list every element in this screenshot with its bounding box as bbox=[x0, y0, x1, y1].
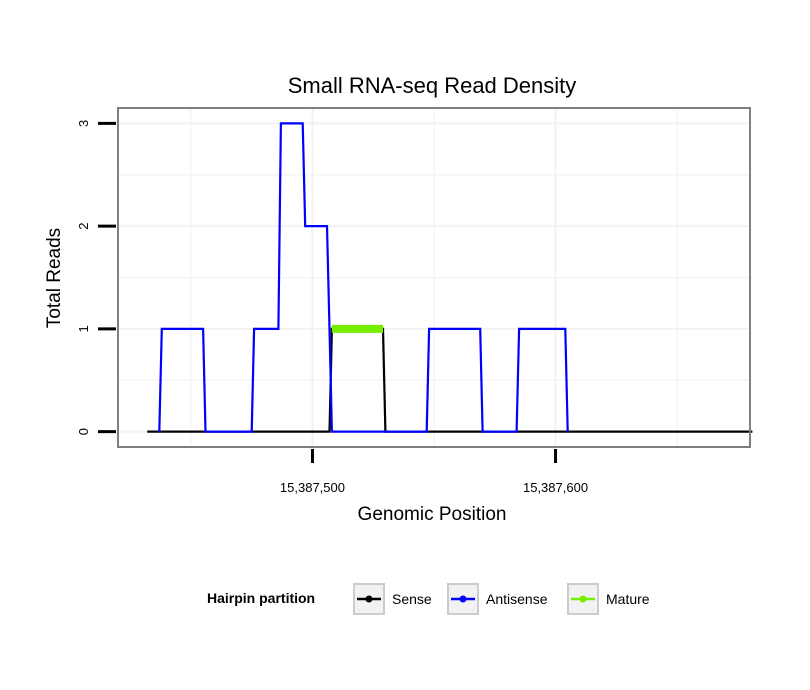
y-axis: 0 1 2 3 bbox=[76, 120, 116, 435]
x-axis-title: Genomic Position bbox=[358, 504, 507, 525]
chart-title: Small RNA-seq Read Density bbox=[288, 73, 577, 98]
y-tick-label: 1 bbox=[76, 325, 91, 332]
panel-border bbox=[117, 107, 751, 448]
legend-label: Antisense bbox=[486, 591, 548, 607]
legend-key-point bbox=[459, 595, 467, 603]
series-line-antisense bbox=[158, 122, 569, 433]
legend-key-point bbox=[365, 595, 373, 603]
legend-entry-antisense: Antisense bbox=[447, 583, 548, 615]
series-layer bbox=[147, 122, 753, 433]
legend: Hairpin partition Sense Antisense Mature bbox=[207, 583, 650, 615]
x-tick-label: 15,387,500 bbox=[280, 480, 345, 495]
legend-label: Sense bbox=[392, 591, 432, 607]
x-tick-label: 15,387,600 bbox=[523, 480, 588, 495]
plot-area bbox=[117, 107, 753, 448]
legend-key-point bbox=[579, 595, 587, 603]
y-tick-label: 2 bbox=[76, 223, 91, 230]
legend-entry-mature: Mature bbox=[567, 583, 650, 615]
legend-title: Hairpin partition bbox=[207, 590, 315, 606]
y-tick-label: 3 bbox=[76, 120, 91, 127]
x-axis: 15,387,500 15,387,600 bbox=[280, 449, 588, 495]
y-axis-title: Total Reads bbox=[44, 228, 65, 328]
legend-entry-sense: Sense bbox=[353, 583, 432, 615]
y-tick-label: 0 bbox=[76, 428, 91, 435]
legend-label: Mature bbox=[606, 591, 650, 607]
legend-entries: Sense Antisense Mature bbox=[353, 583, 650, 615]
